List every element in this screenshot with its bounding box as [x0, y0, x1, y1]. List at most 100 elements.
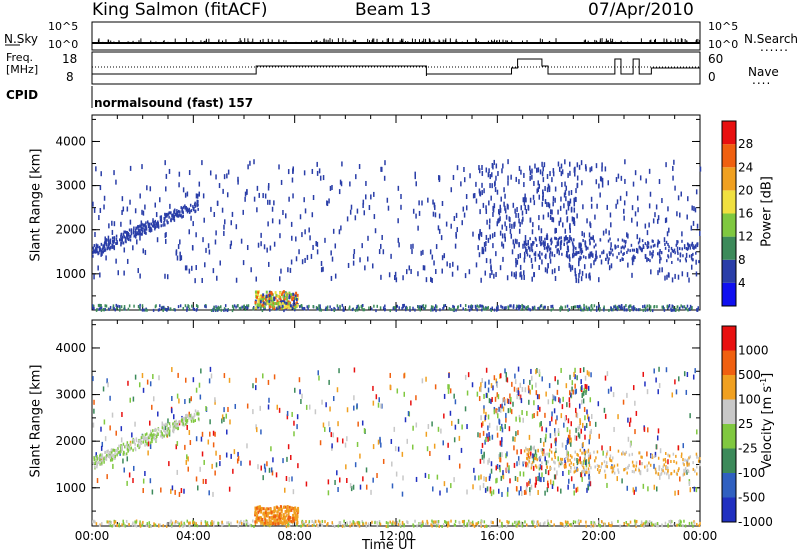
echo-point — [537, 167, 540, 173]
echo-point — [605, 464, 608, 468]
echo-point — [545, 427, 548, 433]
echo-point — [431, 524, 433, 528]
echo-point — [635, 464, 638, 468]
echo-point — [581, 250, 584, 254]
echo-point — [574, 383, 576, 389]
echo-point — [256, 185, 259, 191]
echo-point — [146, 379, 149, 385]
echo-point — [491, 520, 493, 524]
echo-point — [612, 466, 614, 470]
echo-point — [518, 394, 521, 400]
echo-point — [514, 373, 516, 379]
echo-point — [603, 407, 606, 413]
echo-point — [677, 251, 679, 255]
echo-point — [139, 235, 141, 241]
echo-point — [409, 306, 411, 310]
echo-point — [483, 408, 485, 414]
echo-point — [528, 480, 530, 486]
echo-point — [291, 476, 293, 482]
echo-point — [142, 437, 145, 441]
echo-point — [447, 384, 449, 390]
echo-point — [230, 453, 232, 459]
echo-point — [689, 246, 692, 250]
echo-point — [497, 307, 499, 311]
freq-label: Freq. — [6, 51, 34, 64]
echo-point — [532, 457, 535, 463]
echo-point — [583, 306, 585, 310]
echo-point — [508, 520, 510, 524]
echo-point — [490, 383, 493, 389]
echo-point — [216, 200, 219, 206]
echo-point — [185, 422, 187, 426]
echo-point — [270, 520, 273, 524]
echo-point — [394, 521, 396, 525]
echo-point — [599, 176, 602, 182]
echo-point — [147, 524, 150, 528]
echo-point — [349, 524, 351, 528]
colorbar-segment — [722, 326, 736, 351]
echo-point — [341, 524, 344, 528]
echo-point — [165, 214, 167, 218]
echo-point — [520, 398, 523, 404]
echo-point — [144, 223, 146, 229]
echo-point — [535, 390, 538, 396]
echo-point — [526, 462, 528, 466]
echo-point — [140, 441, 143, 445]
echo-point — [144, 443, 146, 447]
echo-point — [468, 308, 471, 312]
echo-point — [504, 193, 506, 199]
echo-point — [116, 449, 119, 453]
echo-point — [589, 242, 591, 246]
echo-point — [518, 460, 521, 466]
echo-point — [358, 306, 360, 310]
echo-point — [676, 472, 678, 476]
echo-point — [651, 255, 653, 259]
echo-point — [177, 421, 180, 425]
echo-point — [123, 235, 125, 239]
echo-point — [171, 521, 174, 525]
colorbar-tick-label: -25 — [738, 442, 758, 456]
echo-point — [282, 505, 285, 509]
echo-point — [104, 307, 106, 311]
echo-point — [553, 428, 556, 434]
echo-point — [214, 239, 217, 245]
echo-point — [613, 464, 616, 468]
echo-point — [575, 487, 578, 493]
echo-point — [557, 430, 560, 436]
echo-point — [587, 454, 590, 458]
echo-point — [536, 244, 538, 248]
echo-point — [654, 467, 657, 471]
echo-point — [392, 520, 394, 524]
echo-point — [185, 416, 187, 420]
echo-point — [577, 453, 579, 457]
echo-point — [678, 376, 680, 382]
echo-point — [503, 306, 506, 310]
echo-point — [502, 397, 504, 403]
echo-point — [628, 523, 630, 527]
echo-point — [557, 428, 560, 434]
echo-point — [553, 523, 555, 527]
echo-point — [596, 450, 599, 454]
echo-point — [331, 445, 333, 451]
echo-point — [380, 274, 382, 280]
echo-point — [160, 306, 163, 310]
echo-point — [568, 463, 571, 467]
echo-point — [503, 397, 505, 403]
echo-point — [569, 223, 571, 229]
echo-point — [612, 456, 614, 460]
echo-point — [382, 458, 385, 464]
echo-point — [610, 242, 612, 248]
echo-point — [534, 464, 537, 468]
echo-point — [265, 507, 268, 511]
echo-point — [561, 457, 564, 461]
echo-point — [109, 450, 111, 454]
echo-point — [255, 506, 258, 510]
echo-point — [568, 469, 570, 475]
echo-point — [663, 471, 666, 475]
echo-point — [466, 522, 468, 526]
echo-point — [507, 487, 509, 493]
echo-point — [189, 203, 192, 207]
echo-point — [648, 168, 651, 174]
echo-point — [267, 404, 270, 410]
echo-point — [296, 515, 299, 519]
